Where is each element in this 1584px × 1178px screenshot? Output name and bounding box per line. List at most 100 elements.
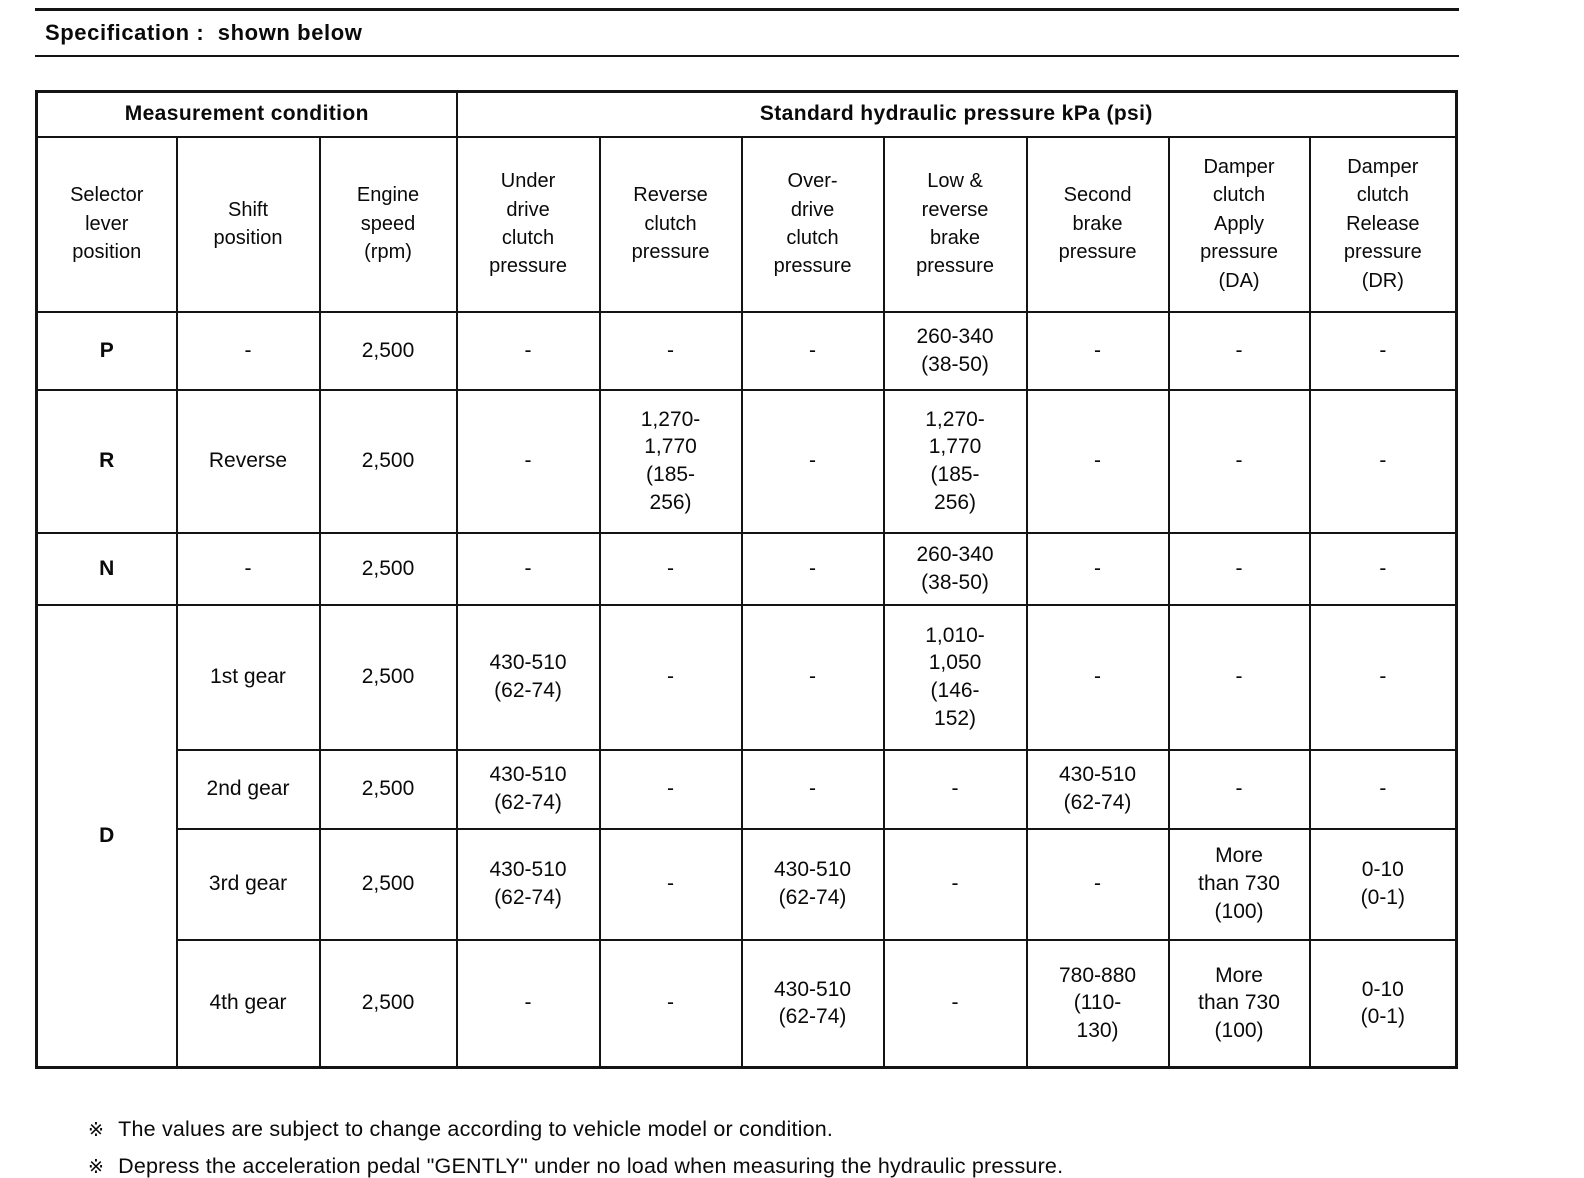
col-header-selector-lever: Selector lever position — [35, 135, 178, 313]
row-d-1st-gear: D 1st gear 2,500 430-510 (62-74) - - 1,0… — [35, 603, 1458, 1069]
row-d-3rd-gear: 3rd gear 2,500 430-510 (62-74) - 430-510… — [37, 827, 1458, 941]
col-header-low-reverse-brake: Low & reverse brake pressure — [882, 135, 1028, 313]
row-d-2nd-gear: 2nd gear 2,500 430-510 (62-74) - - - 430… — [37, 748, 1458, 830]
table-cell: - — [1025, 388, 1170, 534]
reference-mark-icon: ※ — [88, 1120, 105, 1141]
row-d-4th-gear: 4th gear 2,500 - - 430-510 (62-74) - 780… — [37, 938, 1458, 1069]
table-cell: - — [1167, 388, 1311, 534]
table-cell: 260-340 (38-50) — [882, 531, 1028, 606]
table-cell: - — [1308, 531, 1458, 606]
table-cell: 1,010- 1,050 (146- 152) — [882, 603, 1028, 751]
row-r: R Reverse 2,500 - 1,270- 1,770 (185- 256… — [35, 388, 1458, 534]
note-1-text: The values are subject to change accordi… — [118, 1117, 834, 1141]
table-cell: - — [740, 603, 885, 751]
table-cell: More than 730 (100) — [1167, 938, 1311, 1069]
table-cell: 4th gear — [175, 938, 321, 1069]
table-cell: 2,500 — [318, 531, 458, 606]
table-cell: 430-510 (62-74) — [455, 748, 601, 830]
table-cell: 1,270- 1,770 (185- 256) — [598, 388, 743, 534]
table-cell: 3rd gear — [175, 827, 321, 941]
cell-selector-r: R — [35, 388, 178, 534]
table-cell: 260-340 (38-50) — [882, 310, 1028, 391]
footnotes: ※ The values are subject to change accord… — [88, 1111, 1584, 1178]
column-header-row: Selector lever position Shift position E… — [35, 135, 1458, 313]
table-cell: 430-510 (62-74) — [740, 827, 885, 941]
row-n: N - 2,500 - - - 260-340 (38-50) - - - — [35, 531, 1458, 606]
table-cell: - — [1308, 388, 1458, 534]
table-cell: 2,500 — [318, 748, 458, 830]
row-p: P - 2,500 - - - 260-340 (38-50) - - - — [35, 310, 1458, 391]
top-rule — [35, 8, 1459, 11]
cell-selector-p: P — [35, 310, 178, 391]
table-cell: 430-510 (62-74) — [740, 938, 885, 1069]
table-cell: - — [1025, 603, 1170, 751]
table-cell: - — [598, 827, 743, 941]
table-cell: - — [455, 388, 601, 534]
header-standard-pressure: Standard hydraulic pressure kPa (psi) — [455, 90, 1458, 138]
table-cell: 2,500 — [318, 310, 458, 391]
title-rule — [35, 55, 1459, 57]
table-cell: 780-880 (110- 130) — [1025, 938, 1170, 1069]
col-header-overdrive-clutch: Over- drive clutch pressure — [740, 135, 885, 313]
table-cell: - — [1308, 310, 1458, 391]
table-cell: - — [175, 531, 321, 606]
table-cell: - — [598, 531, 743, 606]
table-cell: - — [1167, 748, 1311, 830]
table-cell: - — [598, 310, 743, 391]
table-cell: - — [882, 748, 1028, 830]
table-cell: 1st gear — [175, 603, 321, 751]
table-cell: 2,500 — [318, 388, 458, 534]
table-cell: 430-510 (62-74) — [1025, 748, 1170, 830]
table-cell: - — [882, 938, 1028, 1069]
table-cell: - — [1308, 603, 1458, 751]
page-title: Specification : shown below — [45, 20, 363, 45]
table-cell: Reverse — [175, 388, 321, 534]
table-cell: - — [1167, 310, 1311, 391]
table-cell: - — [175, 310, 321, 391]
table-cell: - — [598, 748, 743, 830]
table-cell: - — [740, 388, 885, 534]
group-header-row: Measurement condition Standard hydraulic… — [35, 90, 1458, 138]
table-cell: More than 730 (100) — [1167, 827, 1311, 941]
col-header-reverse-clutch: Reverse clutch pressure — [598, 135, 743, 313]
note-1: ※ The values are subject to change accord… — [88, 1111, 1584, 1148]
table-cell: - — [1025, 531, 1170, 606]
table-cell: 2,500 — [318, 827, 458, 941]
col-header-damper-release: Damper clutch Release pressure (DR) — [1308, 135, 1458, 313]
col-header-engine-speed: Engine speed (rpm) — [318, 135, 458, 313]
table-cell: 0-10 (0-1) — [1308, 938, 1458, 1069]
table-cell: - — [1025, 827, 1170, 941]
title-block: Specification : shown below — [35, 11, 1584, 55]
spec-table: Measurement condition Standard hydraulic… — [35, 90, 1459, 1069]
table-cell: 2nd gear — [175, 748, 321, 830]
table-cell: - — [740, 748, 885, 830]
col-header-damper-apply: Damper clutch Apply pressure (DA) — [1167, 135, 1311, 313]
col-header-second-brake: Second brake pressure — [1025, 135, 1170, 313]
table-cell: 0-10 (0-1) — [1308, 827, 1458, 941]
table-cell: - — [1167, 603, 1311, 751]
table-cell: 430-510 (62-74) — [455, 603, 601, 751]
table-cell: - — [598, 938, 743, 1069]
table-cell: - — [455, 310, 601, 391]
table-cell: 430-510 (62-74) — [455, 827, 601, 941]
table-cell: - — [455, 938, 601, 1069]
table-cell: - — [740, 531, 885, 606]
cell-selector-d: D — [35, 603, 178, 1069]
table-cell: 1,270- 1,770 (185- 256) — [882, 388, 1028, 534]
table-cell: 2,500 — [318, 603, 458, 751]
col-header-shift-position: Shift position — [175, 135, 321, 313]
header-measurement-condition: Measurement condition — [35, 90, 458, 138]
cell-selector-n: N — [35, 531, 178, 606]
table-cell: - — [598, 603, 743, 751]
note-2-text: Depress the acceleration pedal "GENTLY" … — [118, 1153, 1064, 1178]
table-cell: - — [1308, 748, 1458, 830]
reference-mark-icon: ※ — [88, 1156, 105, 1178]
table-cell: - — [1025, 310, 1170, 391]
table-cell: - — [455, 531, 601, 606]
table-cell: - — [1167, 531, 1311, 606]
table-cell: - — [740, 310, 885, 391]
table-cell: - — [882, 827, 1028, 941]
col-header-underdrive-clutch: Under drive clutch pressure — [455, 135, 601, 313]
table-cell: 2,500 — [318, 938, 458, 1069]
